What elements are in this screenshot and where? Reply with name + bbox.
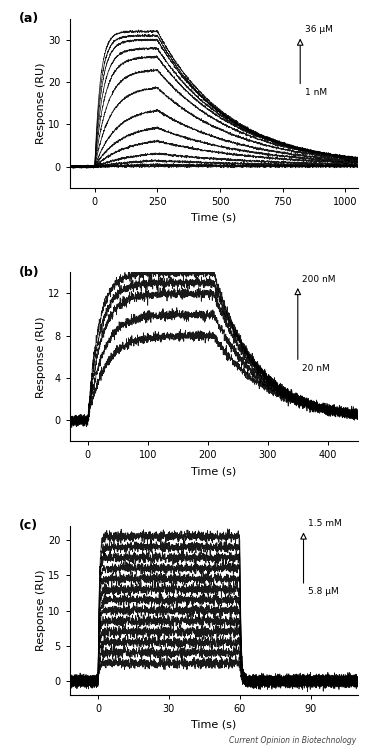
Text: 200 nM: 200 nM: [302, 275, 336, 284]
Text: (a): (a): [19, 12, 40, 25]
X-axis label: Time (s): Time (s): [191, 213, 236, 222]
X-axis label: Time (s): Time (s): [191, 466, 236, 476]
Text: 36 μM: 36 μM: [305, 25, 333, 34]
Text: 20 nM: 20 nM: [302, 363, 330, 372]
Y-axis label: Response (RU): Response (RU): [36, 316, 46, 398]
Text: 1 nM: 1 nM: [305, 88, 327, 97]
Text: 5.8 μM: 5.8 μM: [308, 587, 339, 596]
Text: (b): (b): [19, 266, 40, 279]
Text: Current Opinion in Biotechnology: Current Opinion in Biotechnology: [229, 736, 356, 745]
Text: 1.5 mM: 1.5 mM: [308, 519, 342, 528]
Y-axis label: Response (RU): Response (RU): [36, 62, 46, 144]
Text: (c): (c): [19, 519, 39, 533]
X-axis label: Time (s): Time (s): [191, 720, 236, 730]
Y-axis label: Response (RU): Response (RU): [36, 570, 46, 652]
